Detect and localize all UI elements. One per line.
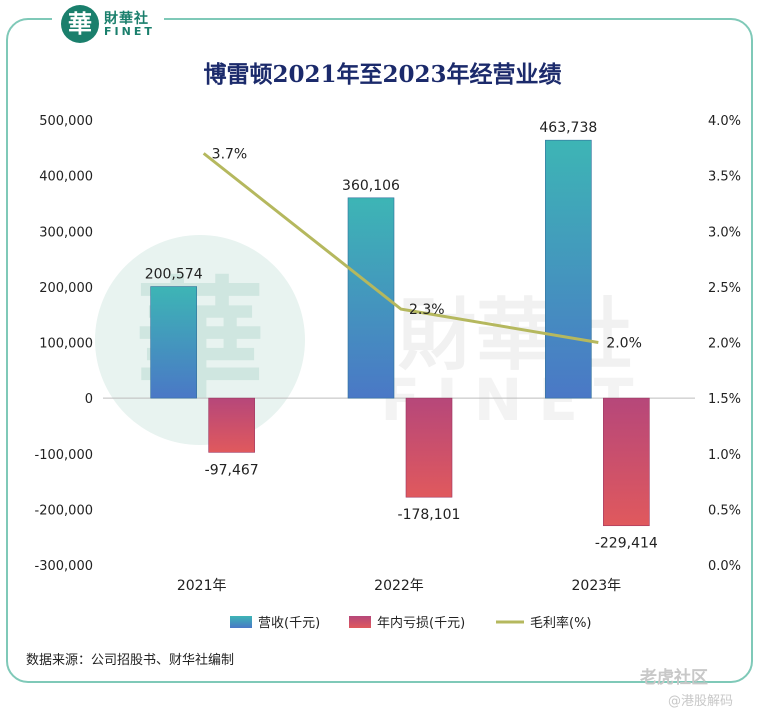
y-left-tick-label: 400,000 — [39, 170, 93, 185]
legend-gross-margin-label: 毛利率(%) — [530, 615, 592, 631]
legend-revenue-swatch — [230, 616, 252, 628]
y-left-tick-label: 0 — [85, 392, 93, 407]
watermark-cn: 財華社 — [398, 291, 632, 381]
y-right-tick-label: 2.5% — [708, 281, 741, 296]
data-label-gross-margin: 2.3% — [409, 302, 445, 318]
legend-gross-margin: 毛利率(%) — [496, 615, 592, 631]
y-left-tick-label: -200,000 — [35, 503, 93, 518]
data-label-gross-margin: 3.7% — [212, 146, 248, 162]
data-label-loss: -178,101 — [398, 507, 461, 523]
legend-loss-swatch — [349, 616, 371, 628]
y-left-tick-label: -300,000 — [35, 559, 93, 574]
legend-revenue-label: 营收(千元) — [258, 616, 320, 631]
finet-logo-icon: 華 — [61, 5, 99, 43]
bar-revenue — [545, 139, 592, 399]
watermark-seal — [95, 235, 305, 445]
bar-loss — [603, 397, 650, 527]
y-right-tick-label: 1.5% — [708, 392, 741, 407]
y-right-tick-label: 1.0% — [708, 448, 741, 463]
chart-title: 博雷顿2021年至2023年经营业绩 — [203, 61, 562, 88]
data-label-revenue: 200,574 — [145, 267, 203, 283]
x-tick-label: 2021年 — [177, 578, 227, 594]
legend-revenue: 营收(千元) — [230, 616, 320, 631]
y-right-tick-label: 0.0% — [708, 559, 741, 574]
data-label-loss: -97,467 — [205, 462, 259, 478]
x-tick-label: 2023年 — [572, 578, 622, 594]
data-label-revenue: 463,738 — [539, 120, 597, 136]
y-left-tick-label: 200,000 — [39, 281, 93, 296]
data-label-revenue: 360,106 — [342, 178, 400, 194]
logo-name-en: FINET — [104, 25, 155, 38]
y-right-tick-label: 3.0% — [708, 225, 741, 240]
y-right-tick-label: 3.5% — [708, 170, 741, 185]
y-left-tick-label: 500,000 — [39, 114, 93, 129]
data-label-loss: -229,414 — [595, 536, 658, 552]
y-left-tick-label: -100,000 — [35, 448, 93, 463]
line-gross-margin — [202, 152, 599, 344]
y-right-tick-label: 2.0% — [708, 337, 741, 352]
legend-loss: 年内亏损(千元) — [349, 615, 465, 631]
corner-watermark: 老虎社区 — [640, 668, 708, 688]
bar-loss — [405, 397, 453, 498]
y-right-tick-label: 0.5% — [708, 503, 741, 518]
bar-loss — [208, 397, 255, 453]
x-tick-label: 2022年 — [374, 578, 424, 594]
logo-name-cn: 財華社 — [104, 11, 149, 27]
y-right-tick-label: 4.0% — [708, 114, 741, 129]
corner-watermark-sub: @港股解码 — [668, 694, 734, 709]
source-note: 数据来源：公司招股书、财华社编制 — [26, 653, 235, 668]
bar-revenue — [150, 286, 197, 399]
legend-loss-label: 年内亏损(千元) — [377, 615, 465, 631]
data-label-gross-margin: 2.0% — [606, 336, 642, 352]
y-left-tick-label: 100,000 — [39, 337, 93, 352]
y-left-tick-label: 300,000 — [39, 225, 93, 240]
